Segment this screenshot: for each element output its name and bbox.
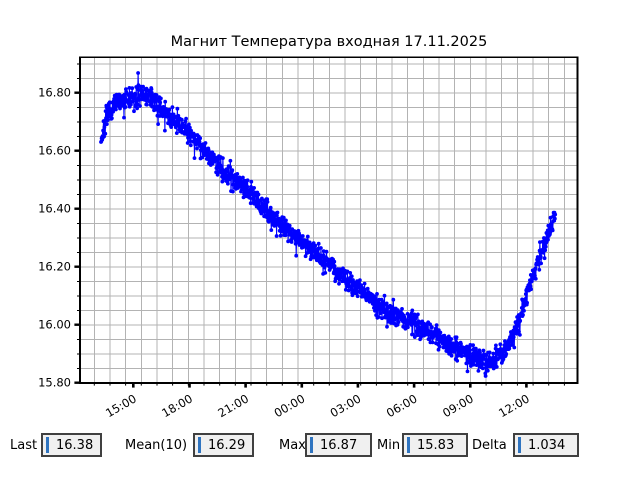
stat-max-label: Max (279, 438, 306, 453)
data-series (99, 71, 558, 378)
stat-last-field[interactable]: 16.38 (41, 433, 102, 457)
text-cursor (310, 437, 313, 453)
stat-min-label: Min (377, 438, 401, 453)
major-ticks (74, 91, 528, 388)
x-axis-tick-labels: 15:00 18:00 21:00 00:00 03:00 06:00 09:00 12:00 (103, 391, 532, 420)
x-tick-label: 00:00 (272, 391, 308, 420)
plot-border (79, 56, 579, 384)
y-tick-label: 16.80 (38, 86, 71, 100)
stat-max-value: 16.87 (320, 437, 358, 453)
stat-max-field[interactable]: 16.87 (305, 433, 372, 457)
stat-delta-field[interactable]: 1.034 (513, 433, 579, 457)
x-tick-label: 15:00 (103, 391, 139, 420)
stat-last-label: Last (10, 438, 38, 453)
text-cursor (518, 437, 521, 453)
stat-delta-value: 1.034 (528, 437, 566, 453)
y-tick-label: 16.40 (38, 202, 71, 216)
stat-min-field[interactable]: 15.83 (402, 433, 468, 457)
stat-min-value: 15.83 (417, 437, 455, 453)
minor-ticks (77, 63, 565, 386)
x-tick-label: 06:00 (384, 391, 420, 420)
stat-last-value: 16.38 (56, 437, 94, 453)
stat-mean-value: 16.29 (208, 437, 246, 453)
stat-mean-field[interactable]: 16.29 (193, 433, 254, 457)
x-tick-label: 18:00 (159, 391, 195, 420)
stat-mean-label: Mean(10) (125, 438, 188, 453)
y-axis-tick-labels: 15.80 16.00 16.20 16.40 16.60 16.80 (38, 86, 71, 390)
text-cursor (407, 437, 410, 453)
stat-delta-label: Delta (472, 438, 507, 453)
grid (80, 57, 578, 383)
y-tick-label: 16.00 (38, 318, 71, 332)
x-tick-label: 09:00 (440, 391, 476, 420)
x-tick-label: 12:00 (496, 391, 532, 420)
y-tick-label: 15.80 (38, 376, 71, 390)
text-cursor (198, 437, 201, 453)
y-tick-label: 16.60 (38, 144, 71, 158)
text-cursor (46, 437, 49, 453)
chart-title: Магнит Температура входная 17.11.2025 (170, 34, 488, 50)
x-tick-label: 21:00 (215, 391, 251, 420)
x-tick-label: 03:00 (328, 391, 364, 420)
y-tick-label: 16.20 (38, 260, 71, 274)
